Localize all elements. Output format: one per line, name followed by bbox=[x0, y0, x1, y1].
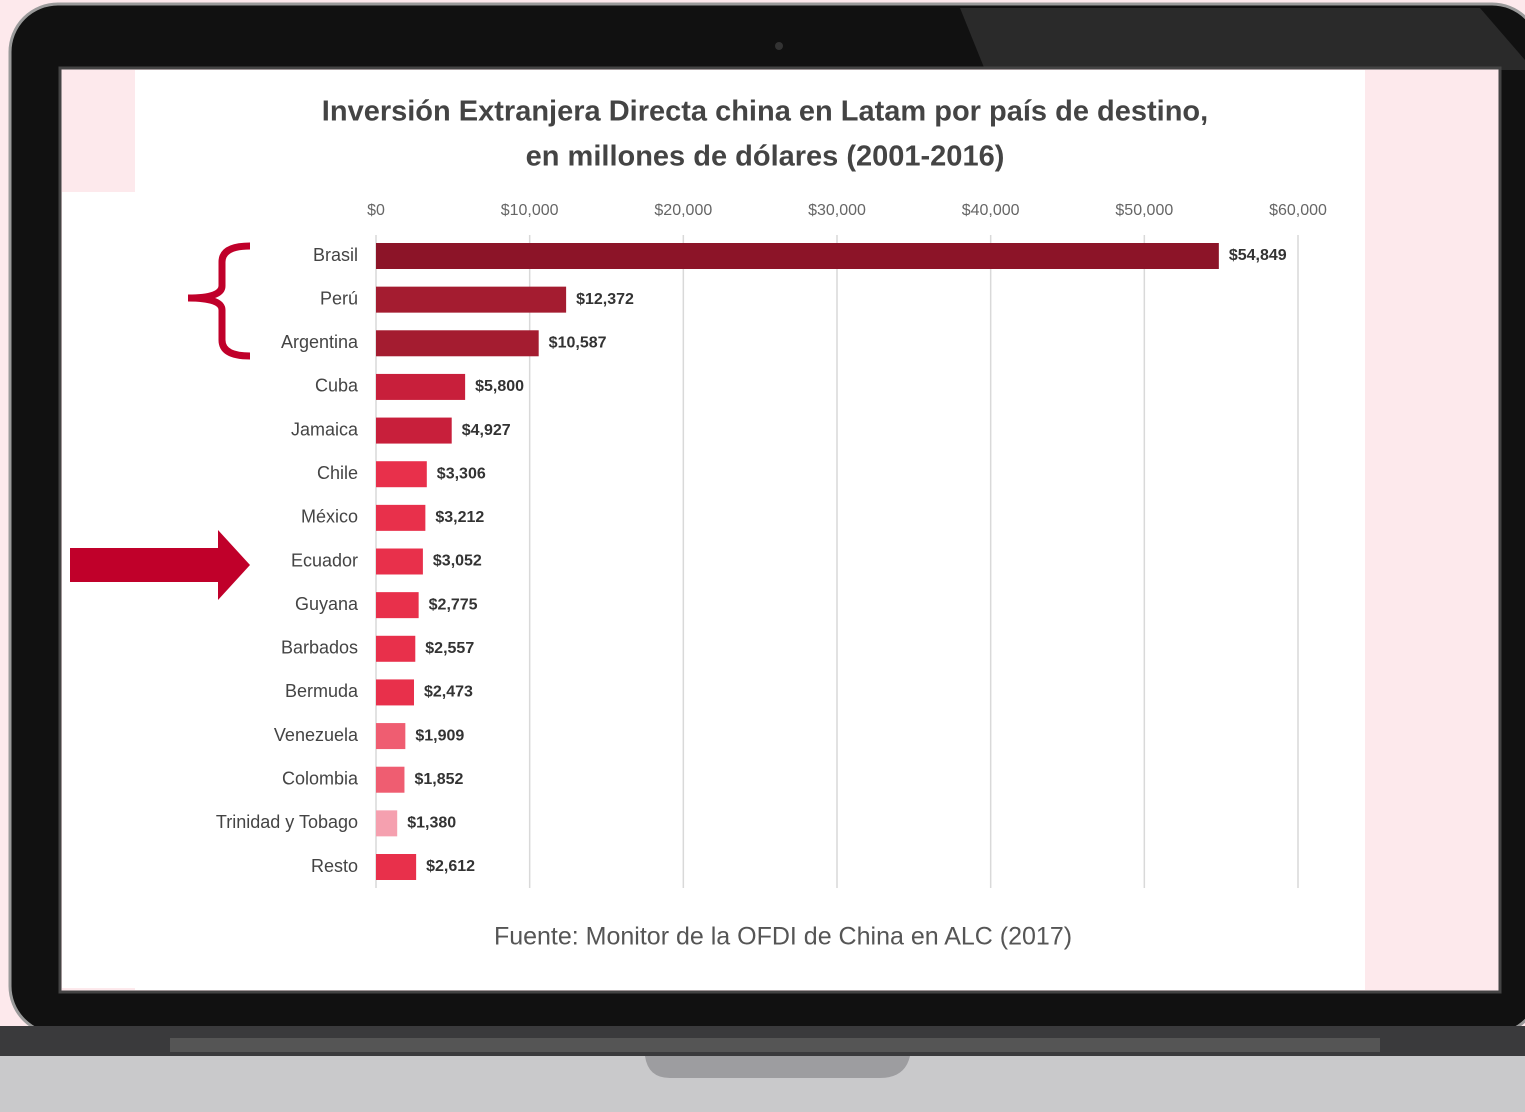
value-label: $5,800 bbox=[475, 378, 524, 395]
value-label: $10,587 bbox=[549, 335, 607, 352]
bar bbox=[376, 592, 419, 619]
y-tick-label: Chile bbox=[317, 463, 358, 483]
brace bbox=[187, 242, 251, 360]
bar bbox=[376, 417, 452, 444]
bar bbox=[376, 723, 406, 750]
bezel-reflection bbox=[960, 8, 1525, 70]
chart-area-lower bbox=[62, 192, 1328, 988]
y-tick-label: Resto bbox=[311, 856, 358, 876]
value-label: $4,927 bbox=[462, 422, 511, 439]
bar bbox=[376, 330, 539, 357]
x-tick-label: $30,000 bbox=[808, 202, 866, 219]
value-label: $3,212 bbox=[435, 509, 484, 526]
y-tick-label: Guyana bbox=[295, 594, 359, 614]
value-label: $12,372 bbox=[576, 291, 634, 308]
y-tick-label: Barbados bbox=[281, 638, 358, 658]
chart-title: Inversión Extranjera Directa china en La… bbox=[322, 96, 1208, 128]
y-tick-label: Argentina bbox=[281, 332, 359, 352]
value-label: $1,852 bbox=[414, 771, 463, 788]
x-tick-label: $60,000 bbox=[1269, 202, 1327, 219]
value-label: $3,306 bbox=[437, 465, 486, 482]
y-tick-label: México bbox=[301, 507, 358, 527]
y-tick-label: Colombia bbox=[282, 768, 359, 788]
x-tick-label: $0 bbox=[367, 202, 385, 219]
bar bbox=[376, 286, 567, 313]
x-tick-label: $50,000 bbox=[1115, 202, 1173, 219]
y-tick-label: Brasil bbox=[313, 245, 358, 265]
x-tick-label: $10,000 bbox=[501, 202, 559, 219]
value-label: $2,557 bbox=[425, 640, 474, 657]
bar bbox=[376, 766, 405, 793]
bar bbox=[376, 635, 416, 662]
value-label: $3,052 bbox=[433, 553, 482, 570]
bar bbox=[376, 373, 466, 400]
value-label: $1,380 bbox=[407, 815, 456, 832]
y-tick-label: Perú bbox=[320, 288, 358, 308]
value-label: $2,612 bbox=[426, 858, 475, 875]
x-tick-label: $20,000 bbox=[654, 202, 712, 219]
value-label: $2,775 bbox=[429, 596, 478, 613]
x-tick-label: $40,000 bbox=[962, 202, 1020, 219]
y-tick-label: Ecuador bbox=[291, 550, 358, 570]
camera bbox=[775, 42, 783, 50]
hinge-shade bbox=[170, 1038, 1380, 1052]
value-label: $1,909 bbox=[415, 727, 464, 744]
bar bbox=[376, 243, 1219, 269]
bar bbox=[376, 679, 415, 706]
bar bbox=[376, 548, 423, 575]
y-tick-label: Cuba bbox=[315, 376, 359, 396]
notch bbox=[645, 1056, 910, 1078]
y-tick-label: Bermuda bbox=[285, 681, 359, 701]
bar bbox=[376, 810, 398, 837]
source-note: Fuente: Monitor de la OFDI de China en A… bbox=[494, 923, 1072, 951]
y-tick-label: Venezuela bbox=[274, 725, 359, 745]
bar bbox=[376, 461, 427, 488]
bar bbox=[376, 854, 417, 880]
value-label: $2,473 bbox=[424, 684, 473, 701]
arrow bbox=[70, 530, 250, 600]
chart-title: en millones de dólares (2001-2016) bbox=[526, 141, 1005, 173]
y-tick-label: Trinidad y Tobago bbox=[216, 812, 358, 832]
bar bbox=[376, 504, 426, 531]
value-label: $54,849 bbox=[1229, 247, 1287, 264]
y-tick-label: Jamaica bbox=[291, 419, 359, 439]
